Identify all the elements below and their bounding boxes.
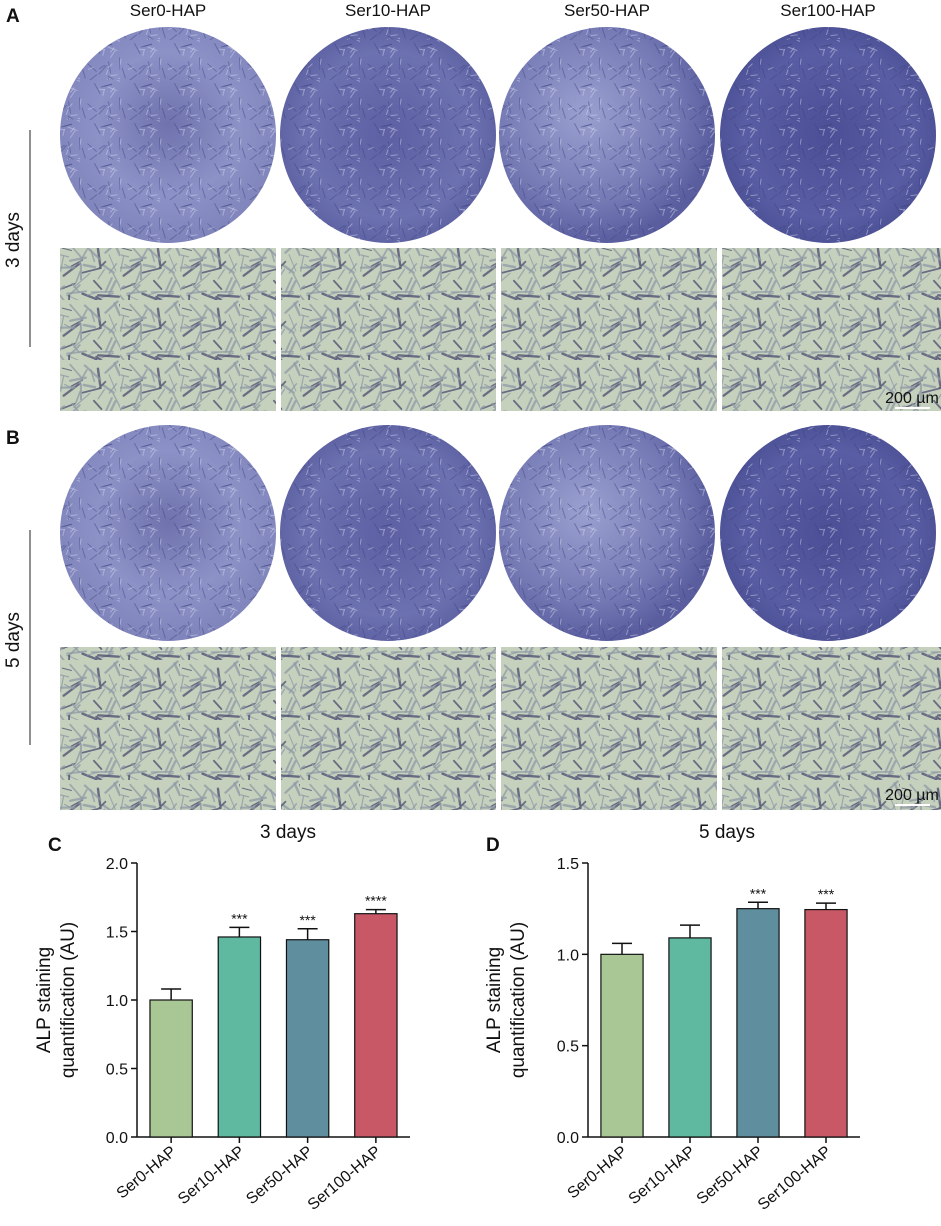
significance: *** (750, 885, 767, 901)
panel-label: A (6, 6, 20, 27)
micrograph (722, 248, 941, 411)
dish-texture (280, 27, 496, 243)
column-header: Ser50-HAP (564, 1, 650, 20)
panel-label: B (6, 428, 20, 449)
bar (804, 908, 848, 1138)
x-tick-label: Ser100-HAP (305, 1143, 385, 1214)
y-tick-label: 1.5 (106, 925, 128, 942)
bar (736, 908, 780, 1138)
x-tick-label: Ser50-HAP (694, 1143, 767, 1208)
significance: **** (365, 893, 387, 909)
chart-title: 3 days (260, 822, 316, 843)
bar (354, 913, 398, 1138)
y-axis-label: quantification (AU) (508, 922, 529, 1078)
y-axis-label: ALP staining (34, 947, 55, 1053)
y-axis-label: quantification (AU) (58, 922, 79, 1078)
x-tick-label: Ser10-HAP (626, 1143, 699, 1208)
y-axis-label: ALP staining (484, 947, 505, 1053)
x-tick-label: Ser0-HAP (114, 1143, 180, 1202)
row-label: 3 days (3, 212, 24, 268)
y-tick-label: 0.5 (557, 1039, 579, 1056)
scale-bar-label: 200 µm (885, 787, 939, 804)
significance: *** (818, 886, 835, 902)
bar (285, 939, 330, 1138)
x-tick-label: Ser100-HAP (755, 1143, 835, 1214)
dish-texture (60, 27, 276, 243)
micrograph (281, 248, 496, 411)
y-tick-label: 0.0 (557, 1130, 579, 1147)
y-tick-label: 2.0 (106, 856, 128, 873)
micrograph (501, 647, 717, 810)
dish-texture (720, 27, 936, 243)
bar (600, 953, 644, 1138)
dish-texture (60, 425, 276, 641)
significance: *** (299, 912, 316, 928)
y-tick-label: 1.5 (557, 856, 579, 873)
panel-label: C (48, 835, 62, 856)
scale-bar-label: 200 µm (885, 390, 939, 407)
micrograph (60, 647, 276, 810)
bar (217, 936, 262, 1138)
column-header: Ser100-HAP (780, 1, 875, 20)
y-tick-label: 1.0 (557, 947, 579, 964)
x-tick-label: Ser0-HAP (564, 1143, 630, 1202)
x-tick-label: Ser10-HAP (175, 1143, 248, 1208)
chart-title: 5 days (699, 822, 755, 843)
x-tick-label: Ser50-HAP (243, 1143, 316, 1208)
dish-texture (499, 425, 715, 641)
micrograph (722, 647, 941, 810)
y-tick-label: 1.0 (106, 993, 128, 1010)
significance: *** (231, 910, 248, 926)
dish-texture (499, 27, 715, 243)
photo-grid (60, 27, 941, 810)
micrograph (60, 248, 276, 411)
y-tick-label: 0.5 (106, 1062, 128, 1079)
panel-label: D (486, 835, 500, 856)
dish-texture (280, 425, 496, 641)
row-label: 5 days (3, 612, 24, 668)
column-header: Ser10-HAP (345, 1, 431, 20)
dish-texture (720, 425, 936, 641)
y-tick-label: 0.0 (106, 1130, 128, 1147)
bar (149, 999, 193, 1138)
micrograph (501, 248, 717, 411)
column-header: Ser0-HAP (130, 1, 207, 20)
micrograph (281, 647, 496, 810)
bar (668, 937, 712, 1138)
